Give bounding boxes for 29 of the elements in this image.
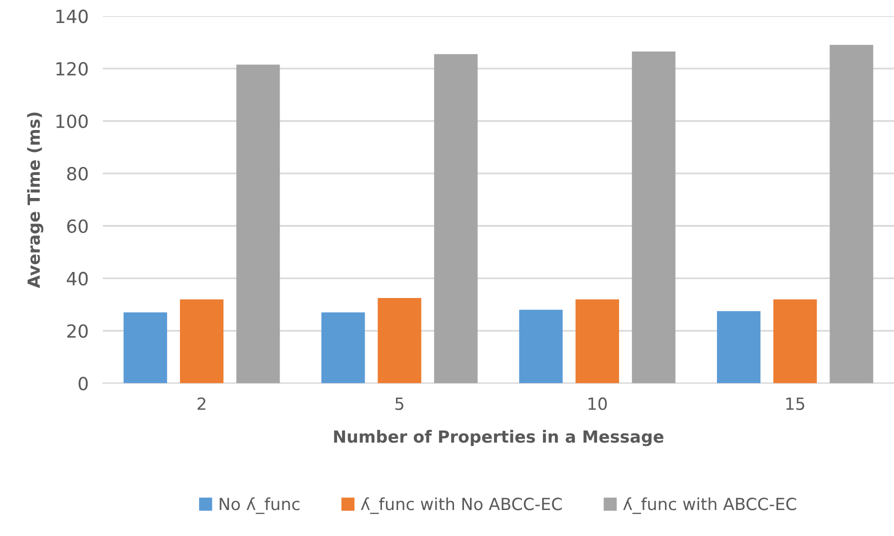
legend-label: ʎ_func with ABCC-EC xyxy=(623,497,796,514)
bar xyxy=(830,44,874,384)
legend-label: ʎ_func with No ABCC-EC xyxy=(360,497,562,514)
bar xyxy=(378,298,422,384)
bar xyxy=(434,54,478,384)
x-tick-label: 2 xyxy=(198,397,206,410)
y-tick-label: 140 xyxy=(56,10,88,24)
x-tick-label: 10 xyxy=(588,397,607,410)
bar xyxy=(576,299,620,384)
bar xyxy=(773,299,817,384)
bar xyxy=(180,299,224,384)
y-tick-label: 100 xyxy=(56,114,88,128)
x-axis-title: Number of Properties in a Message xyxy=(334,430,664,446)
x-tick-label: 5 xyxy=(395,398,404,410)
y-tick-label: 20 xyxy=(67,324,88,338)
y-tick-label: 120 xyxy=(56,62,88,76)
y-tick-label: 60 xyxy=(67,219,88,233)
bar xyxy=(716,311,760,384)
bar xyxy=(632,51,676,384)
y-tick-label: 80 xyxy=(67,166,88,181)
bar xyxy=(519,310,563,384)
y-tick-label: 0 xyxy=(78,376,88,390)
legend-label: No ʎ_func xyxy=(220,497,300,514)
bar xyxy=(321,312,365,384)
y-tick-label: 40 xyxy=(66,272,88,286)
x-tick-label: 15 xyxy=(786,398,804,410)
y-axis-title: Average Time (ms) xyxy=(27,112,44,288)
bar xyxy=(236,64,280,384)
bar xyxy=(124,312,168,384)
